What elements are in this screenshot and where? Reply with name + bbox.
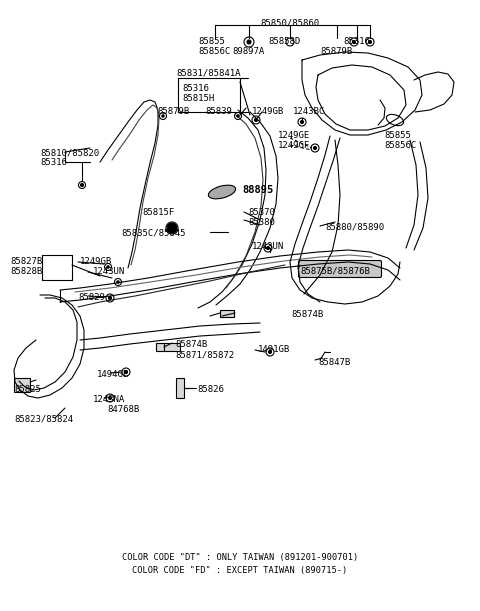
- Circle shape: [266, 246, 269, 249]
- Circle shape: [247, 40, 251, 44]
- Text: 85810/85820: 85810/85820: [40, 148, 99, 157]
- Text: 85815F: 85815F: [142, 208, 174, 217]
- Circle shape: [162, 115, 164, 117]
- Text: 85370: 85370: [248, 208, 275, 217]
- Circle shape: [237, 115, 239, 117]
- Text: 85827B: 85827B: [10, 257, 42, 266]
- Text: 85879B: 85879B: [157, 107, 189, 116]
- Text: 85825: 85825: [14, 385, 41, 394]
- Text: 1243NA: 1243NA: [93, 395, 125, 404]
- Text: 85875B/85876B: 85875B/85876B: [300, 267, 370, 276]
- Text: 85316: 85316: [40, 158, 67, 167]
- Text: 1243BC: 1243BC: [293, 107, 325, 116]
- Text: 89897A: 89897A: [232, 47, 264, 56]
- Circle shape: [313, 147, 316, 150]
- Circle shape: [107, 266, 109, 268]
- Text: 85855: 85855: [198, 37, 225, 46]
- Text: 85316: 85316: [343, 37, 370, 46]
- Text: 85829: 85829: [78, 293, 105, 302]
- Text: 85856C: 85856C: [384, 141, 416, 150]
- Ellipse shape: [208, 185, 236, 199]
- Circle shape: [81, 183, 84, 186]
- Text: 85847B: 85847B: [318, 358, 350, 367]
- Bar: [156, 343, 164, 351]
- Text: 85856C: 85856C: [198, 47, 230, 56]
- Text: 85879B: 85879B: [320, 47, 352, 56]
- Text: COLOR CODE "DT" : ONLY TAIWAN (891201-900701): COLOR CODE "DT" : ONLY TAIWAN (891201-90…: [122, 553, 358, 562]
- Text: 85880/85890: 85880/85890: [325, 222, 384, 231]
- Text: 85316: 85316: [182, 84, 209, 93]
- Text: 1243UN: 1243UN: [252, 242, 284, 251]
- Bar: [176, 378, 184, 398]
- Text: 1249GB: 1249GB: [80, 257, 112, 266]
- Text: 85831/85841A: 85831/85841A: [176, 68, 240, 77]
- Circle shape: [108, 296, 111, 299]
- Text: 1249GB: 1249GB: [252, 107, 284, 116]
- Bar: [162, 343, 180, 351]
- Text: 85855: 85855: [384, 131, 411, 140]
- Text: 1249GF: 1249GF: [278, 141, 310, 150]
- Text: 85850/85860: 85850/85860: [261, 18, 320, 27]
- Text: 1249GE: 1249GE: [278, 131, 310, 140]
- Text: 84768B: 84768B: [107, 405, 139, 414]
- Text: 85835C/85845: 85835C/85845: [121, 228, 185, 237]
- Circle shape: [369, 40, 372, 43]
- Bar: [220, 310, 234, 317]
- FancyBboxPatch shape: [299, 260, 382, 277]
- Text: 85858D: 85858D: [268, 37, 300, 46]
- Text: 85839: 85839: [205, 107, 232, 116]
- Text: 85874B: 85874B: [291, 310, 323, 319]
- Circle shape: [352, 40, 356, 43]
- Text: 85828B: 85828B: [10, 267, 42, 276]
- Text: COLOR CODE "FD" : EXCEPT TAIWAN (890715-): COLOR CODE "FD" : EXCEPT TAIWAN (890715-…: [132, 566, 348, 575]
- Text: 1494GE: 1494GE: [97, 370, 129, 379]
- Circle shape: [108, 397, 111, 400]
- Text: 85826: 85826: [197, 385, 224, 394]
- Circle shape: [268, 351, 272, 354]
- Circle shape: [300, 120, 303, 123]
- Circle shape: [254, 119, 257, 122]
- Text: 85815H: 85815H: [182, 94, 214, 103]
- Text: 1491GB: 1491GB: [258, 345, 290, 354]
- Circle shape: [167, 223, 177, 233]
- Bar: [14, 378, 30, 392]
- Text: 85874B: 85874B: [175, 340, 207, 349]
- Circle shape: [117, 281, 119, 284]
- Circle shape: [124, 370, 128, 373]
- Ellipse shape: [386, 114, 404, 126]
- Text: 88895: 88895: [242, 185, 273, 195]
- Text: 85871/85872: 85871/85872: [175, 350, 234, 359]
- Text: 85380: 85380: [248, 218, 275, 227]
- Text: 85823/85824: 85823/85824: [14, 415, 73, 424]
- Text: 1243UN: 1243UN: [93, 267, 125, 276]
